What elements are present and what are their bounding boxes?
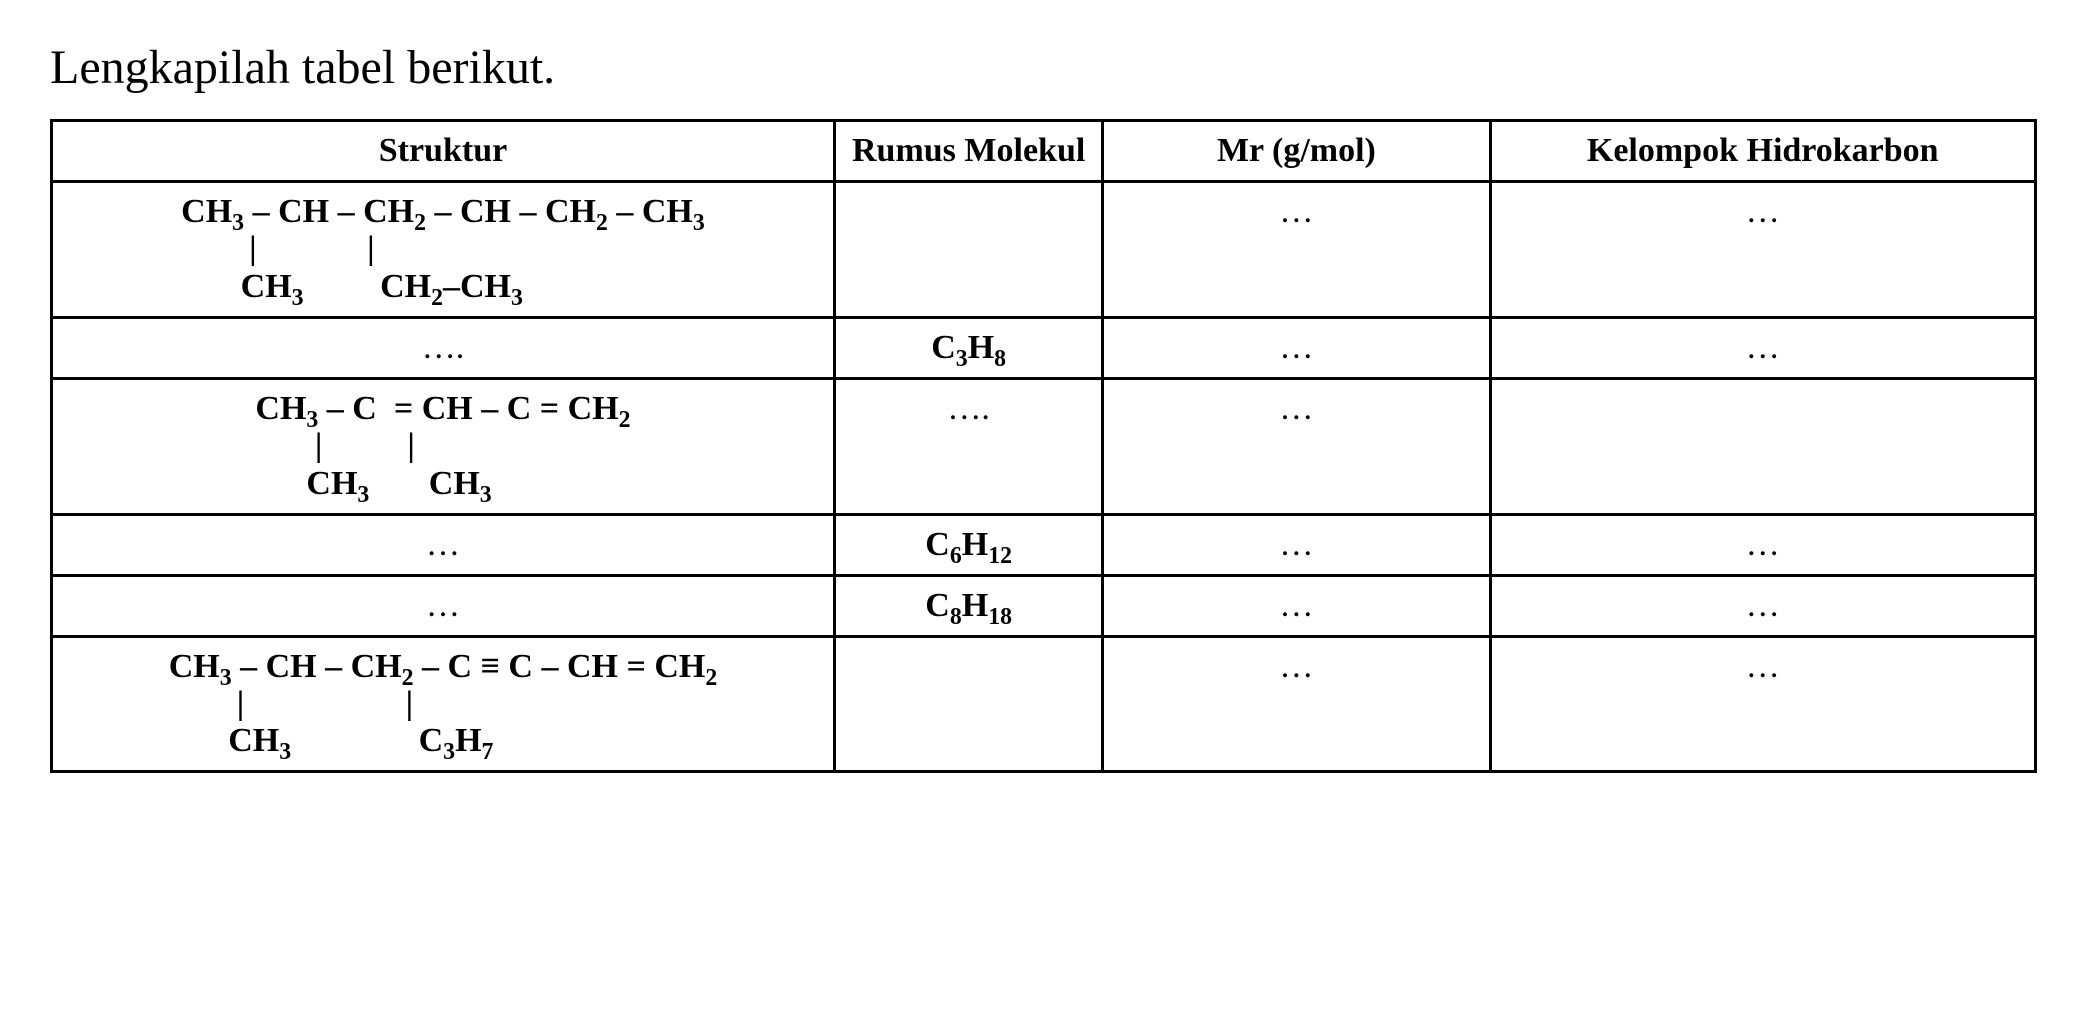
- cell-rumus: [834, 636, 1102, 772]
- page-title: Lengkapilah tabel berikut.: [50, 40, 2037, 95]
- cell-struktur: …: [52, 514, 835, 575]
- cell-kelompok: …: [1490, 514, 2036, 575]
- chemistry-table: Struktur Rumus Molekul Mr (g/mol) Kelomp…: [50, 119, 2037, 773]
- cell-struktur: …: [52, 575, 835, 636]
- cell-mr: …: [1103, 378, 1490, 514]
- cell-kelompok: …: [1490, 317, 2036, 378]
- structure-formula: CH3 – CH – CH2 – CH – CH2 – CH3 | | CH3 …: [181, 193, 705, 305]
- cell-rumus: C6H12: [834, 514, 1102, 575]
- cell-struktur: CH3 – CH – CH2 – CH – CH2 – CH3 | | CH3 …: [52, 182, 835, 318]
- table-row: … C6H12 … …: [52, 514, 2036, 575]
- rumus-value: C3H8: [931, 329, 1006, 366]
- table-row: … C8H18 … …: [52, 575, 2036, 636]
- cell-rumus: [834, 182, 1102, 318]
- cell-rumus: C8H18: [834, 575, 1102, 636]
- col-header-mr: Mr (g/mol): [1103, 121, 1490, 182]
- structure-formula: CH3 – CH – CH2 – C ≡ C – CH = CH2 | | CH…: [169, 648, 718, 760]
- col-header-struktur: Struktur: [52, 121, 835, 182]
- cell-struktur: CH3 – C = CH – C = CH2 | | CH3 CH3: [52, 378, 835, 514]
- cell-kelompok: [1490, 378, 2036, 514]
- table-row: …. C3H8 … …: [52, 317, 2036, 378]
- cell-rumus: ….: [834, 378, 1102, 514]
- rumus-value: C8H18: [925, 587, 1012, 624]
- col-header-rumus: Rumus Molekul: [834, 121, 1102, 182]
- structure-placeholder: …: [426, 587, 460, 624]
- cell-mr: …: [1103, 575, 1490, 636]
- table-row: CH3 – CH – CH2 – CH – CH2 – CH3 | | CH3 …: [52, 182, 2036, 318]
- cell-mr: …: [1103, 182, 1490, 318]
- structure-formula: CH3 – C = CH – C = CH2 | | CH3 CH3: [255, 390, 630, 502]
- cell-rumus: C3H8: [834, 317, 1102, 378]
- cell-kelompok: …: [1490, 575, 2036, 636]
- table-header-row: Struktur Rumus Molekul Mr (g/mol) Kelomp…: [52, 121, 2036, 182]
- cell-kelompok: …: [1490, 182, 2036, 318]
- table-row: CH3 – C = CH – C = CH2 | | CH3 CH3 …. …: [52, 378, 2036, 514]
- table-body: CH3 – CH – CH2 – CH – CH2 – CH3 | | CH3 …: [52, 182, 2036, 772]
- cell-struktur: ….: [52, 317, 835, 378]
- structure-placeholder: …: [426, 526, 460, 563]
- table-row: CH3 – CH – CH2 – C ≡ C – CH = CH2 | | CH…: [52, 636, 2036, 772]
- cell-mr: …: [1103, 514, 1490, 575]
- rumus-value: C6H12: [925, 526, 1012, 563]
- cell-kelompok: …: [1490, 636, 2036, 772]
- cell-mr: …: [1103, 636, 1490, 772]
- col-header-kelompok: Kelompok Hidrokarbon: [1490, 121, 2036, 182]
- cell-struktur: CH3 – CH – CH2 – C ≡ C – CH = CH2 | | CH…: [52, 636, 835, 772]
- cell-mr: …: [1103, 317, 1490, 378]
- structure-placeholder: ….: [422, 329, 465, 366]
